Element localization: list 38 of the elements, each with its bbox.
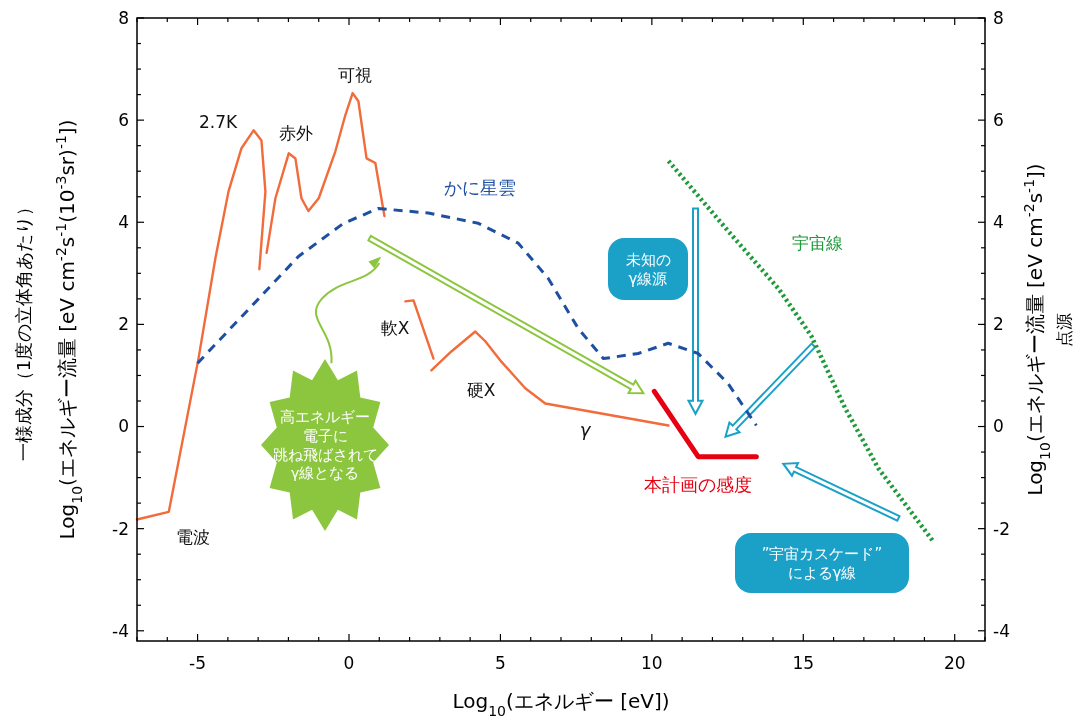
x-tick-label: 0	[343, 653, 355, 673]
y2-tick-label: 8	[993, 7, 1004, 28]
y2-tick-label: 4	[993, 212, 1004, 233]
annotation: 宇宙線	[791, 232, 843, 253]
y-tick-label: -2	[112, 518, 129, 539]
annotation: かに星雲	[444, 177, 516, 199]
annotation: 硬X	[466, 379, 496, 400]
x-tick-label: 5	[495, 653, 506, 673]
annotation: 2.7K	[198, 111, 238, 132]
x-tick-label: 20	[943, 653, 966, 673]
y-tick-label: -4	[112, 620, 129, 641]
x-tick-label: 15	[792, 653, 815, 673]
line-series	[265, 91, 386, 255]
line-series	[430, 330, 670, 427]
annotation: γ	[579, 419, 592, 441]
annotation: 可視	[338, 64, 372, 85]
annotation: ”宇宙カスケード”によるγ線	[761, 544, 883, 582]
y2-tick-label: 6	[993, 110, 1004, 131]
y-tick-label: 6	[118, 110, 129, 131]
annotation: 未知のγ線源	[625, 250, 671, 288]
annotation: 高エネルギー電子に跳ね飛ばされてγ線となる	[272, 408, 378, 482]
line-series	[135, 129, 267, 521]
line-series	[196, 206, 758, 427]
y-tick-label: 8	[118, 7, 129, 28]
annotation: 電波	[176, 526, 210, 547]
y2-tick-label: 0	[993, 416, 1004, 437]
annotation: 本計画の感度	[644, 474, 752, 496]
y-tick-label: 0	[118, 416, 129, 437]
x-axis-title: Log$_{10}$(エネルギー [eV])	[452, 689, 670, 719]
x-tick-label: 10	[641, 653, 663, 673]
y-tick-label: 4	[118, 212, 129, 233]
y-tick-label: 2	[118, 314, 129, 335]
annotation: 軟X	[380, 317, 410, 338]
y2-tick-label: -4	[993, 620, 1010, 641]
y2-tick-label: -2	[993, 518, 1010, 539]
x-tick-label: -5	[189, 653, 207, 673]
annotation: 赤外	[279, 122, 313, 143]
y2-tick-label: 2	[993, 314, 1004, 335]
